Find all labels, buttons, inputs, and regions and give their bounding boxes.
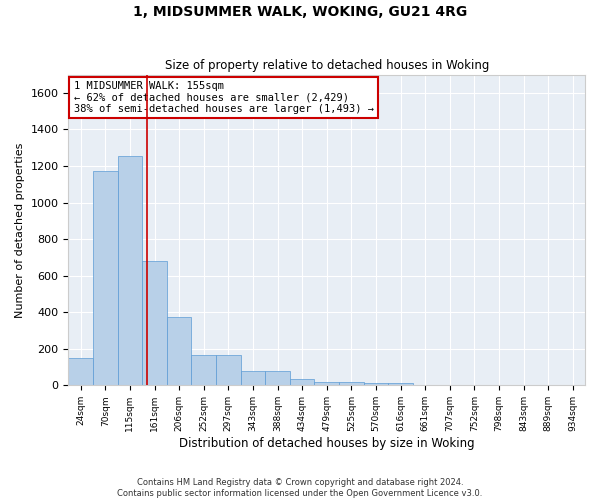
Bar	[314, 382, 339, 386]
Bar	[241, 370, 265, 386]
Bar	[290, 379, 314, 386]
Title: Size of property relative to detached houses in Woking: Size of property relative to detached ho…	[164, 59, 489, 72]
Bar	[68, 358, 93, 386]
Bar	[388, 383, 413, 386]
Bar	[118, 156, 142, 386]
Bar	[216, 355, 241, 386]
Bar	[191, 355, 216, 386]
Text: Contains HM Land Registry data © Crown copyright and database right 2024.
Contai: Contains HM Land Registry data © Crown c…	[118, 478, 482, 498]
Text: 1, MIDSUMMER WALK, WOKING, GU21 4RG: 1, MIDSUMMER WALK, WOKING, GU21 4RG	[133, 5, 467, 19]
Bar	[93, 170, 118, 386]
Bar	[167, 317, 191, 386]
Bar	[142, 261, 167, 386]
Bar	[364, 383, 388, 386]
Bar	[339, 382, 364, 386]
Bar	[265, 370, 290, 386]
Y-axis label: Number of detached properties: Number of detached properties	[15, 142, 25, 318]
Text: 1 MIDSUMMER WALK: 155sqm
← 62% of detached houses are smaller (2,429)
38% of sem: 1 MIDSUMMER WALK: 155sqm ← 62% of detach…	[74, 81, 374, 114]
X-axis label: Distribution of detached houses by size in Woking: Distribution of detached houses by size …	[179, 437, 475, 450]
